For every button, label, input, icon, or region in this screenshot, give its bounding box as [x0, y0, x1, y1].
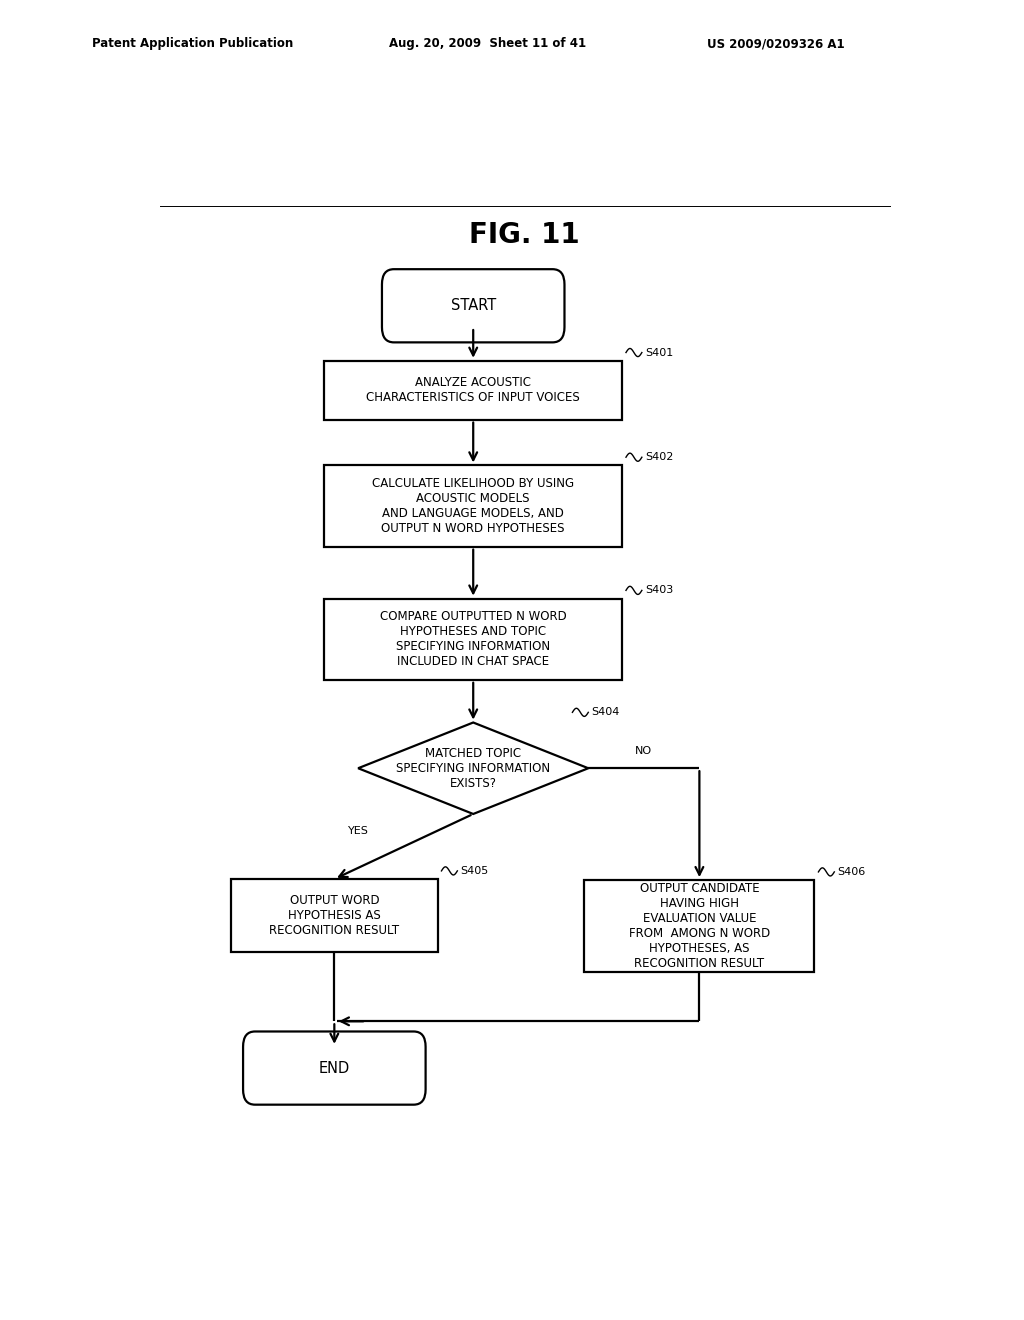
Bar — [231, 879, 437, 952]
Text: S403: S403 — [645, 585, 674, 595]
Text: US 2009/0209326 A1: US 2009/0209326 A1 — [707, 37, 844, 50]
Text: S404: S404 — [592, 708, 620, 717]
Text: ANALYZE ACOUSTIC
CHARACTERISTICS OF INPUT VOICES: ANALYZE ACOUSTIC CHARACTERISTICS OF INPU… — [367, 376, 580, 404]
Text: CALCULATE LIKELIHOOD BY USING
ACOUSTIC MODELS
AND LANGUAGE MODELS, AND
OUTPUT N : CALCULATE LIKELIHOOD BY USING ACOUSTIC M… — [372, 477, 574, 535]
Bar — [325, 466, 622, 546]
Text: NO: NO — [635, 746, 652, 756]
FancyBboxPatch shape — [243, 1031, 426, 1105]
Text: Aug. 20, 2009  Sheet 11 of 41: Aug. 20, 2009 Sheet 11 of 41 — [389, 37, 587, 50]
Text: FIG. 11: FIG. 11 — [469, 220, 581, 248]
FancyBboxPatch shape — [382, 269, 564, 342]
Text: END: END — [318, 1060, 350, 1076]
Text: START: START — [451, 298, 496, 313]
Text: MATCHED TOPIC
SPECIFYING INFORMATION
EXISTS?: MATCHED TOPIC SPECIFYING INFORMATION EXI… — [396, 747, 550, 789]
Text: YES: YES — [348, 826, 369, 836]
Text: S401: S401 — [645, 347, 674, 358]
Bar — [325, 598, 622, 680]
Text: S402: S402 — [645, 453, 674, 462]
Bar — [585, 880, 814, 972]
Text: S406: S406 — [838, 867, 865, 876]
Polygon shape — [358, 722, 588, 814]
Text: Patent Application Publication: Patent Application Publication — [92, 37, 294, 50]
Bar — [325, 360, 622, 420]
Text: OUTPUT CANDIDATE
HAVING HIGH
EVALUATION VALUE
FROM  AMONG N WORD
HYPOTHESES, AS
: OUTPUT CANDIDATE HAVING HIGH EVALUATION … — [629, 882, 770, 970]
Text: OUTPUT WORD
HYPOTHESIS AS
RECOGNITION RESULT: OUTPUT WORD HYPOTHESIS AS RECOGNITION RE… — [269, 894, 399, 937]
Text: S405: S405 — [461, 866, 488, 876]
Text: COMPARE OUTPUTTED N WORD
HYPOTHESES AND TOPIC
SPECIFYING INFORMATION
INCLUDED IN: COMPARE OUTPUTTED N WORD HYPOTHESES AND … — [380, 610, 566, 668]
